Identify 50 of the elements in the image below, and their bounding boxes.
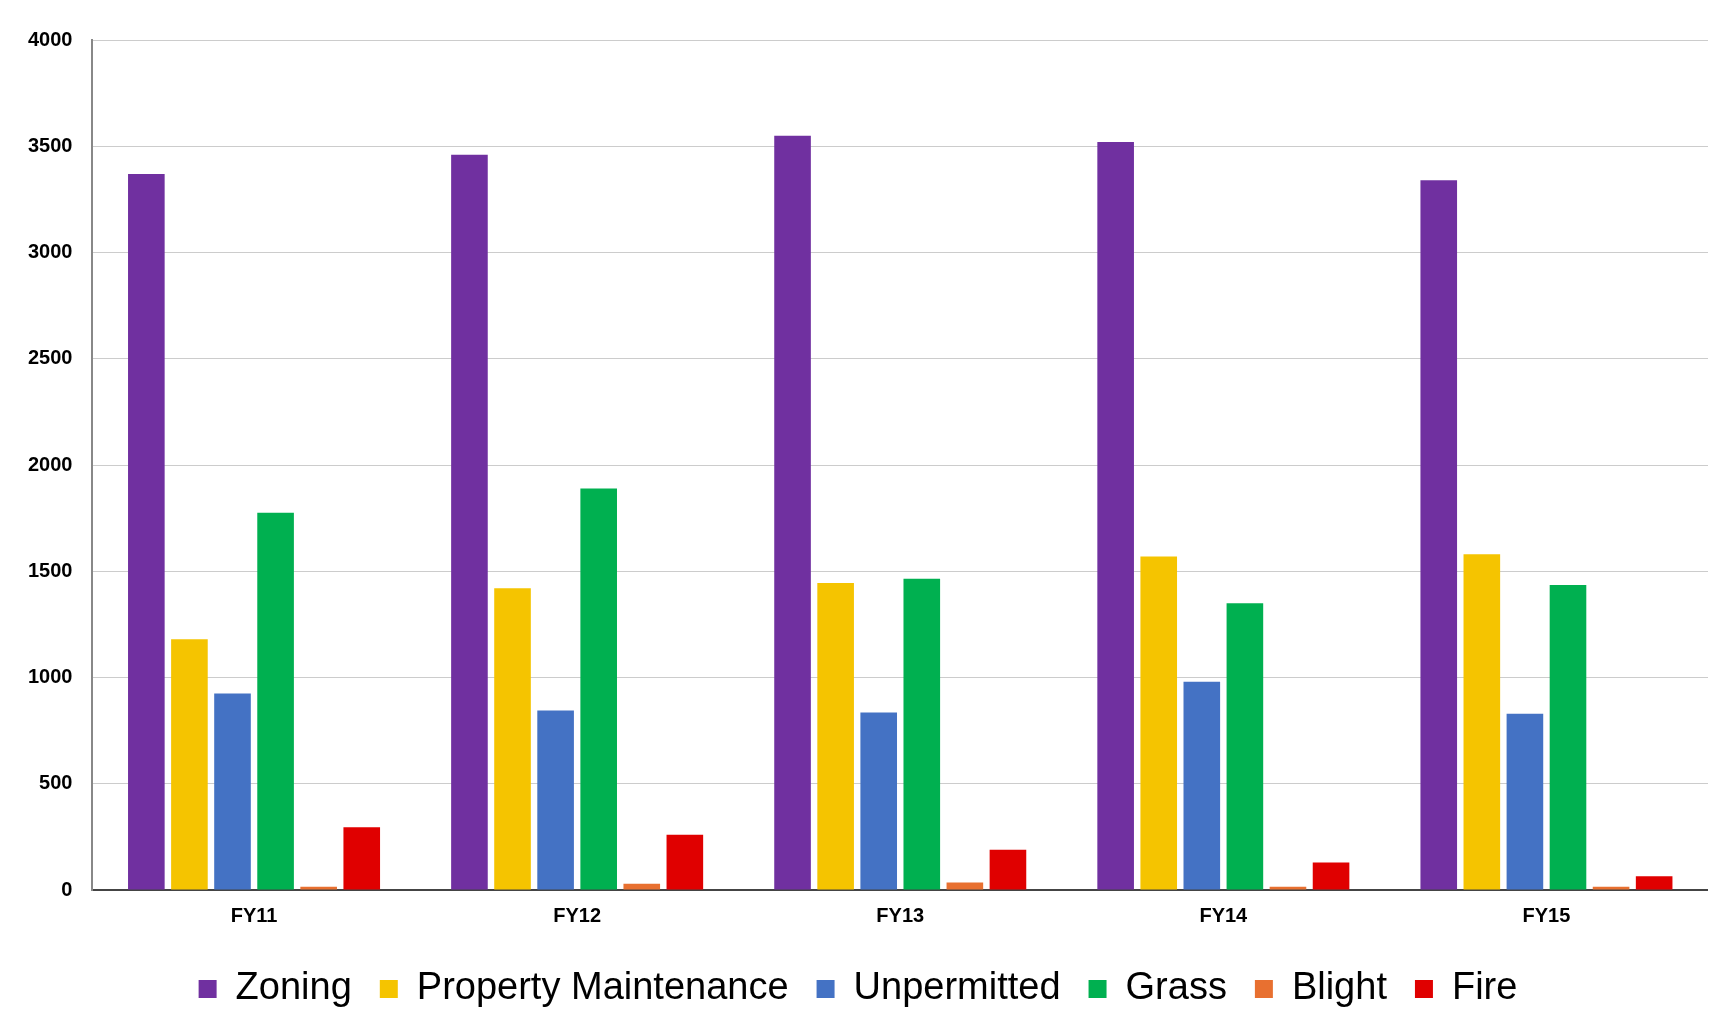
- x-tick-label: FY11: [230, 903, 278, 926]
- bar: [1312, 862, 1350, 890]
- y-tick-label: 4000: [27, 27, 73, 50]
- bar: [774, 135, 811, 890]
- bar: [860, 712, 898, 890]
- y-tick-label: 3000: [27, 240, 73, 263]
- y-tick-label: 0: [61, 877, 73, 900]
- bar: [903, 578, 941, 890]
- bar: [451, 154, 488, 890]
- legend-label: Unpermitted: [853, 965, 1061, 1008]
- x-tick-label: FY14: [1199, 903, 1249, 926]
- bar: [257, 512, 294, 890]
- y-tick-label: 500: [39, 771, 73, 794]
- y-tick-label: 3500: [27, 133, 73, 156]
- y-tick-label: 2500: [27, 346, 73, 369]
- bar: [623, 883, 661, 890]
- bar: [1097, 142, 1134, 890]
- bar: [666, 834, 704, 890]
- x-tick-label: FY13: [876, 903, 925, 926]
- x-tick-label: FY12: [553, 903, 602, 926]
- bar: [1420, 180, 1458, 890]
- bar: [989, 849, 1027, 890]
- bar: [171, 639, 208, 890]
- bar: [1592, 886, 1630, 890]
- x-tick-label: FY15: [1522, 903, 1571, 926]
- bar: [1140, 556, 1178, 890]
- bar: [128, 173, 165, 890]
- bar: [580, 488, 617, 890]
- legend-label: Fire: [1451, 965, 1518, 1008]
- bar: [946, 882, 984, 890]
- bar: [1183, 681, 1221, 890]
- bar: [1463, 554, 1501, 890]
- bar: [1635, 876, 1673, 890]
- y-tick-label: 2000: [27, 452, 73, 475]
- legend-label: Property Maintenance: [416, 965, 789, 1008]
- bar: [300, 886, 337, 890]
- legend-label: Zoning: [235, 965, 352, 1008]
- bar: [1549, 585, 1587, 890]
- legend-label: Grass: [1125, 965, 1227, 1008]
- bar: [1226, 603, 1264, 890]
- bar: [817, 582, 854, 890]
- y-tick-label: 1500: [27, 558, 73, 581]
- bar: [1506, 713, 1544, 890]
- bar: [214, 693, 251, 890]
- y-tick-label: 1000: [27, 665, 73, 688]
- bar: [494, 588, 531, 890]
- bar: [1269, 886, 1307, 890]
- bar: [537, 710, 574, 890]
- bar: [343, 827, 381, 890]
- legend-label: Blight: [1291, 965, 1388, 1008]
